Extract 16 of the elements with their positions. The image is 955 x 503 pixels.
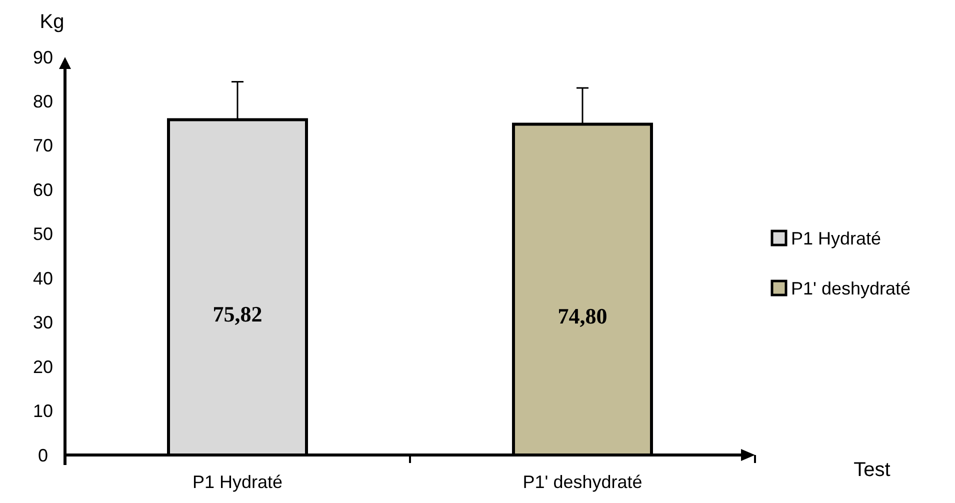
legend-label: P1' deshydraté — [791, 278, 911, 298]
y-tick-label: 20 — [32, 356, 54, 377]
text: Test — [854, 459, 891, 481]
y-tick-label: 50 — [32, 224, 54, 244]
y-axis-title: Kg — [40, 11, 64, 33]
y-tick-label: 30 — [32, 312, 54, 333]
data-label: 75,82 — [212, 301, 262, 326]
y-tick-label: 0 — [38, 445, 48, 466]
y-tick-label: 80 — [32, 92, 54, 112]
y-tick-label: 90 — [32, 47, 54, 68]
y-tick-label: 70 — [32, 136, 54, 156]
legend-label: P1 Hydraté — [791, 228, 882, 248]
data-label: 74,80 — [558, 304, 608, 329]
y-tick-label: 10 — [32, 401, 54, 422]
y-tick-label: 60 — [32, 180, 54, 200]
y-tick-label: 40 — [32, 268, 54, 288]
